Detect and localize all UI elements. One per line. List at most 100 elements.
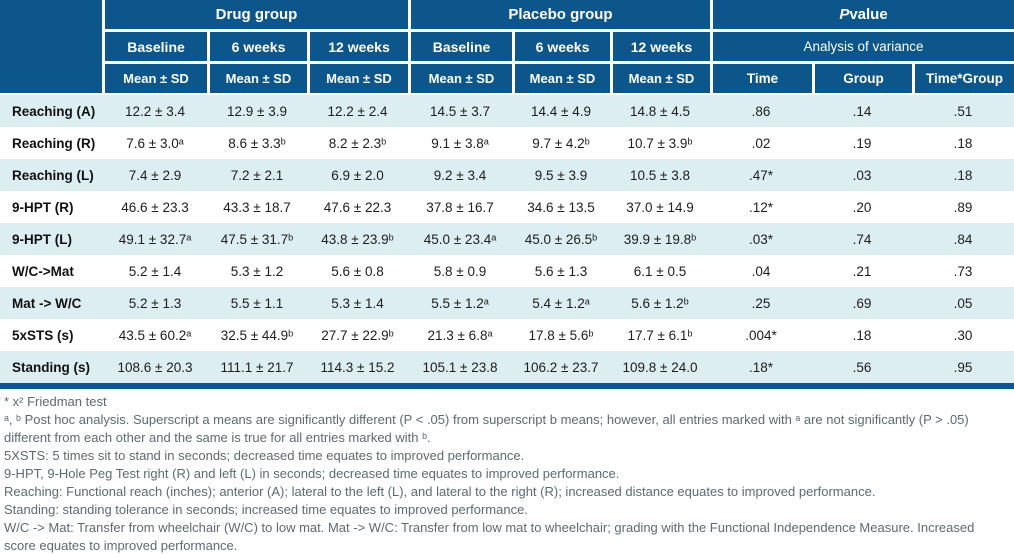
data-cell: .47* [748,167,774,183]
table-row: Standing (s) 108.6 ± 20.3 111.1 ± 21.7 1… [0,351,1014,383]
placebo-baseline-header: Baseline [411,32,512,61]
data-cell: 39.9 ± 19.8ᵇ [623,231,697,247]
data-cell: 10.5 ± 3.8 [630,167,690,183]
data-cell: 12.9 ± 3.9 [227,103,287,119]
data-cell: 10.7 ± 3.9ᵇ [627,135,693,151]
data-cell: 49.1 ± 32.7ᵃ [118,231,192,247]
footnote-friedman: * x² Friedman test [4,394,107,409]
corner-cell [0,0,102,93]
table-row: Reaching (R) 7.6 ± 3.0ᵃ 8.6 ± 3.3ᵇ 8.2 ±… [0,127,1014,159]
data-cell: .18 [953,167,973,183]
data-cell: 5.3 ± 1.4 [331,295,384,311]
data-cell: .19 [852,135,872,151]
data-cell: .74 [852,231,872,247]
data-cell: 14.4 ± 4.9 [531,103,591,119]
data-cell: 7.4 ± 2.9 [128,167,182,183]
data-cell: 14.8 ± 4.5 [630,103,690,119]
drug-6weeks-header: 6 weeks [210,32,307,61]
data-cell: .21 [852,263,872,279]
drug-baseline-header: Baseline [105,32,207,61]
row-label: Reaching (A) [12,103,96,119]
table-row: Mat -> W/C 5.2 ± 1.3 5.5 ± 1.1 5.3 ± 1.4… [0,287,1014,319]
data-cell: 6.9 ± 2.0 [331,167,384,183]
data-cell: 32.5 ± 44.9ᵇ [220,327,294,343]
table-header: Drug group Placebo group P value Baselin… [0,0,1014,93]
data-cell: 45.0 ± 26.5ᵇ [524,231,598,247]
time-group-column-header: Time*Group [915,64,1014,93]
data-cell: 34.6 ± 13.5 [527,199,595,215]
table-row: Reaching (L) 7.4 ± 2.9 7.2 ± 2.1 6.9 ± 2… [0,159,1014,191]
data-cell: 5.8 ± 0.9 [433,263,487,279]
data-cell: 5.6 ± 1.2ᵇ [631,295,689,311]
data-cell: 43.8 ± 23.9ᵇ [321,231,394,247]
data-cell: 43.3 ± 18.7 [223,199,291,215]
footnote-transfer: W/C -> Mat: Transfer from wheelchair (W/… [4,520,975,553]
data-cell: 37.0 ± 14.9 [626,199,694,215]
footnote-posthoc: ᵃ, ᵇ Post hoc analysis. Superscript a me… [4,412,969,445]
data-cell: 7.2 ± 2.1 [230,167,284,183]
row-label: W/C->Mat [12,263,74,279]
data-cell: 14.5 ± 3.7 [430,103,490,119]
data-cell: 7.6 ± 3.0ᵃ [126,135,184,151]
table-row: 9-HPT (R) 46.6 ± 23.3 43.3 ± 18.7 47.6 ±… [0,191,1014,223]
row-label: Standing (s) [12,359,90,375]
data-cell: 9.5 ± 3.9 [534,167,588,183]
mean-sd-header: Mean ± SD [613,64,710,93]
row-label: 5xSTS (s) [12,327,74,343]
data-cell: 17.8 ± 5.6ᵇ [528,327,594,343]
data-cell: .86 [751,103,771,119]
time-column-header: Time [713,64,812,93]
footnote-9hpt: 9-HPT, 9-Hole Peg Test right (R) and lef… [4,466,620,481]
data-cell: .18 [852,327,872,343]
data-cell: .004* [745,327,777,343]
data-cell: 17.7 ± 6.1ᵇ [627,327,693,343]
row-label: Reaching (L) [12,167,94,183]
data-cell: .20 [852,199,872,215]
data-cell: .89 [953,199,973,215]
table-row: 9-HPT (L) 49.1 ± 32.7ᵃ 47.5 ± 31.7ᵇ 43.8… [0,223,1014,255]
data-cell: .03* [748,231,774,247]
placebo-6weeks-header: 6 weeks [515,32,610,61]
data-cell: .18 [953,135,973,151]
placebo-group-header: Placebo group [411,0,710,29]
data-cell: 45.0 ± 23.4ᵃ [423,231,497,247]
data-cell: .73 [953,263,973,279]
data-cell: 27.7 ± 22.9ᵇ [321,327,394,343]
data-cell: 46.6 ± 23.3 [121,199,189,215]
footnote-reaching: Reaching: Functional reach (inches); ant… [4,484,876,499]
data-cell: 5.6 ± 0.8 [331,263,384,279]
data-cell: 9.1 ± 3.8ᵃ [431,135,489,151]
data-cell: 9.7 ± 4.2ᵇ [532,135,590,151]
data-cell: 43.5 ± 60.2ᵃ [118,327,192,343]
p-value-rest: value [849,6,888,23]
footnote-standing: Standing: standing tolerance in seconds;… [4,502,528,517]
data-cell: 5.4 ± 1.2ᵃ [532,295,590,311]
data-cell: .25 [751,295,771,311]
data-cell: 109.8 ± 24.0 [622,359,698,375]
table-row: W/C->Mat 5.2 ± 1.4 5.3 ± 1.2 5.6 ± 0.8 5… [0,255,1014,287]
data-cell: .05 [953,295,973,311]
data-cell: 47.5 ± 31.7ᵇ [220,231,294,247]
data-cell: 5.5 ± 1.1 [230,295,284,311]
data-cell: .51 [953,103,973,119]
data-cell: .03 [852,167,872,183]
row-label: 9-HPT (L) [12,231,72,247]
footnotes: * x² Friedman test ᵃ, ᵇ Post hoc analysi… [0,389,1014,554]
data-cell: 8.2 ± 2.3ᵇ [328,135,387,151]
mean-sd-header: Mean ± SD [515,64,610,93]
mean-sd-header: Mean ± SD [105,64,207,93]
data-cell: .14 [852,103,872,119]
data-cell: 108.6 ± 20.3 [117,359,193,375]
footnote-5xsts: 5XSTS: 5 times sit to stand in seconds; … [4,448,525,463]
data-cell: .30 [953,327,973,343]
data-cell: 12.2 ± 2.4 [327,103,388,119]
data-cell: 47.6 ± 22.3 [323,199,392,215]
data-cell: 5.3 ± 1.2 [230,263,284,279]
p-value-group-header: P value [713,0,1014,29]
group-column-header: Group [815,64,912,93]
data-cell: .95 [953,359,973,375]
data-cell: 106.2 ± 23.7 [523,359,599,375]
data-cell: 12.2 ± 3.4 [125,103,185,119]
data-cell: .18* [748,359,774,375]
